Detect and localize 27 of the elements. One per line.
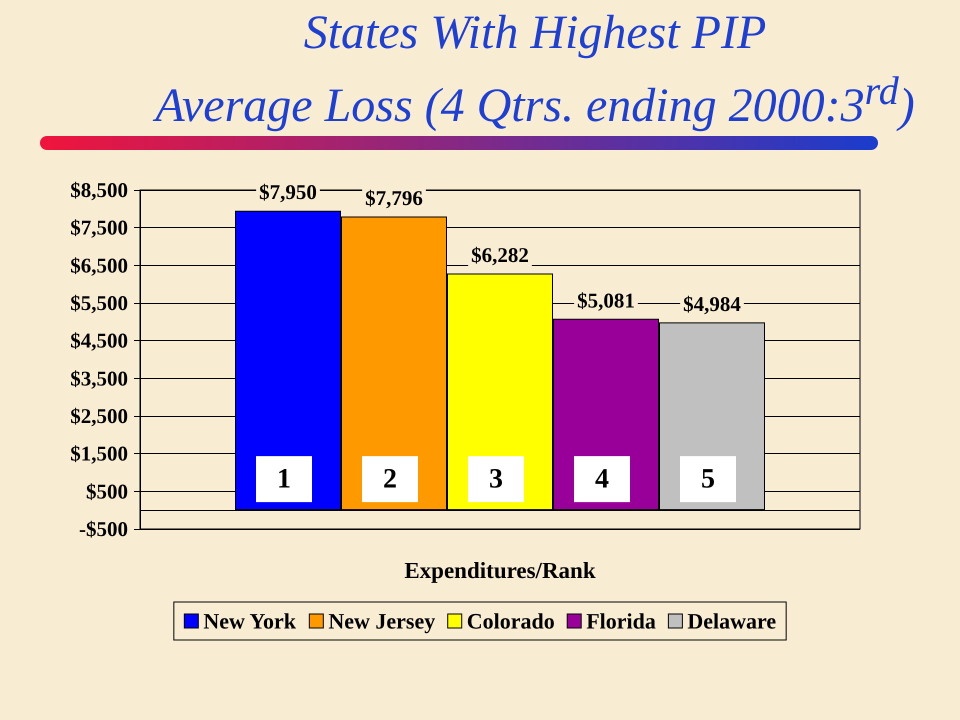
y-tick-label: $5,500 — [70, 291, 128, 315]
data-label: $6,282 — [471, 243, 529, 268]
y-tick-label: $8,500 — [70, 178, 128, 202]
y-tick-label: $2,500 — [70, 404, 128, 428]
y-tick-label: $500 — [86, 479, 128, 504]
legend-label: New York — [203, 608, 297, 634]
y-tick-label: $1,500 — [70, 442, 128, 466]
y-tick-label: $7,500 — [70, 216, 128, 240]
y-tick-label: -$500 — [79, 517, 128, 541]
annotation: 4 — [595, 464, 609, 495]
annotation: 3 — [489, 464, 503, 495]
y-tick-label: $3,500 — [70, 366, 128, 390]
y-tick-label: $6,500 — [70, 253, 128, 278]
chart-title: States With Highest PIP Average Loss (4 Qtrs. ending 2000:3$^{rd}$) — [155, 6, 915, 132]
data-label: $5,081 — [577, 288, 635, 312]
data-label: $7,796 — [365, 186, 423, 210]
legend-label: Colorado — [466, 608, 555, 634]
annotation: 5 — [701, 464, 715, 495]
data-label: $4,984 — [683, 292, 742, 316]
y-tick-label: $4,500 — [70, 328, 128, 353]
legend-label: Florida — [586, 608, 656, 634]
legend-label: Delaware — [687, 608, 776, 634]
annotation: 1 — [277, 464, 291, 495]
legend-label: New Jersey — [328, 608, 436, 634]
data-label: $7,950 — [259, 180, 317, 204]
x-axis-title: Expenditures/Rank — [404, 558, 596, 583]
annotation: 2 — [383, 464, 397, 495]
